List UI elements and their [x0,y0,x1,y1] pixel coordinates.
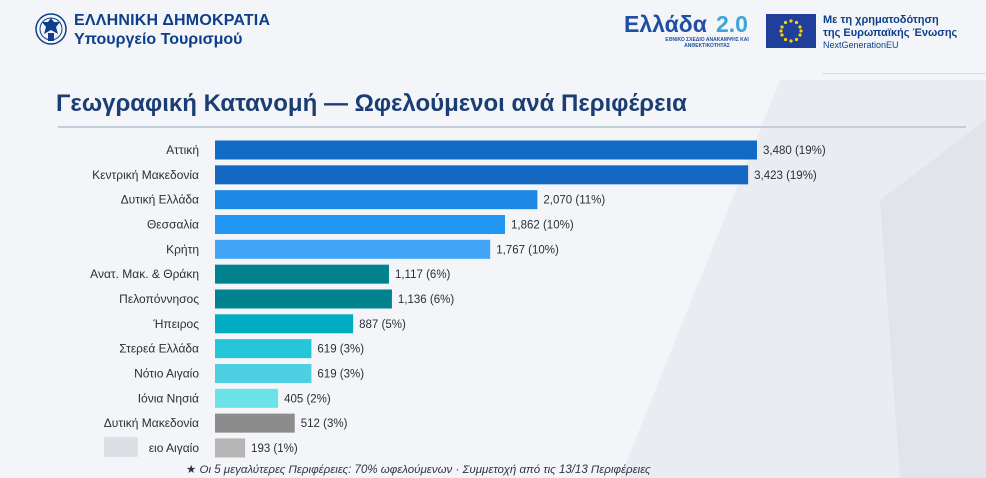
category-label: Αττική [166,143,199,157]
bar [215,140,757,160]
category-label: Δυτική Ελλάδα [121,193,199,207]
value-label: 1,136 (6%) [398,294,454,306]
bar [215,363,312,383]
category-label: Ήπειρος [152,317,199,331]
category-label: ειο Αιγαίο [149,441,200,455]
chart-footnote: ★ Οι 5 μεγαλύτερες Περιφέρειες: 70% ωφελ… [186,464,651,476]
category-label: Ιόνια Νησιά [138,391,199,405]
ellada-logo-word: Ελλάδα [624,11,707,37]
bar [215,314,354,334]
eu-flag-icon [766,14,816,48]
redaction-patch [104,437,138,457]
eu-funding-line2: της Ευρωπαϊκής Ένωσης [823,27,958,39]
gov-name: ΕΛΛΗΝΙΚΗ ΔΗΜΟΚΡΑΤΙΑ [74,12,271,29]
value-label: 3,480 (19%) [763,145,826,157]
header: ΕΛΛΗΝΙΚΗ ΔΗΜΟΚΡΑΤΙΑ Υπουργείο Τουρισμού … [0,0,986,78]
bar-chart: Αττική 3,480 (19%) Κεντρική Μακεδονία 3,423… [90,140,826,458]
bar [215,438,246,458]
value-label: 619 (3%) [317,368,364,380]
eu-funding-text: Με τη χρηματοδότηση της Ευρωπαϊκής Ένωση… [823,14,957,40]
category-label: Ανατ. Μακ. & Θράκη [90,267,199,281]
ellada-logo-version: 2.0 [716,11,748,37]
value-label: 1,862 (10%) [511,219,574,231]
bar [215,214,506,234]
value-label: 405 (2%) [284,393,331,405]
category-label: Θεσσαλία [147,217,199,231]
value-label: 193 (1%) [251,443,298,455]
value-label: 512 (3%) [301,418,348,430]
title-divider [58,126,966,128]
bar [215,413,295,433]
bar [215,239,491,259]
value-label: 887 (5%) [359,319,406,331]
category-label: Δυτική Μακεδονία [104,416,199,430]
bar [215,190,538,210]
bar [215,388,279,408]
value-label: 3,423 (19%) [754,170,817,182]
header-divider [822,73,986,74]
value-label: 1,117 (6%) [395,269,451,281]
value-label: 1,767 (10%) [496,244,559,256]
value-label: 619 (3%) [317,344,364,356]
greek-coat-of-arms-icon [35,13,67,45]
category-label: Κρήτη [166,242,199,256]
page-title: Γεωγραφική Κατανομή — Ωφελούμενοι ανά Πε… [56,90,687,117]
bar [215,339,312,359]
value-label: 2,070 (11%) [543,195,605,207]
category-label: Νότιο Αιγαίο [134,366,199,380]
bar [215,264,389,284]
ellada-logo-subtitle: ΕΘΝΙΚΟ ΣΧΕΔΙΟ ΑΝΑΚΑΜΨΗΣ ΚΑΙ ΑΝΘΕΚΤΙΚΟΤΗΤ… [665,37,749,49]
ministry-name: Υπουργείο Τουρισμού [74,31,243,48]
eu-funding-line1: Με τη χρηματοδότηση [823,14,939,26]
category-label: Στερεά Ελλάδα [119,342,199,356]
next-generation-eu: NextGenerationEU [823,40,899,50]
category-label: Πελοπόννησος [119,292,199,306]
bar [215,165,749,185]
bar [215,289,392,309]
category-label: Κεντρική Μακεδονία [92,168,199,182]
